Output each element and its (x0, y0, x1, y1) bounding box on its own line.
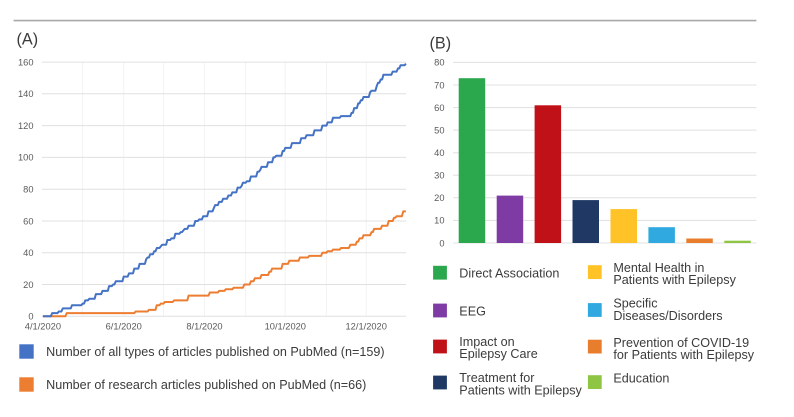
svg-text:Diseases/Disorders: Diseases/Disorders (613, 309, 722, 323)
svg-text:60: 60 (23, 216, 33, 226)
svg-text:120: 120 (18, 121, 34, 131)
svg-text:80: 80 (23, 185, 33, 195)
svg-text:160: 160 (18, 57, 34, 67)
svg-text:100: 100 (18, 153, 34, 163)
svg-text:20: 20 (434, 193, 444, 203)
svg-text:(B): (B) (430, 35, 452, 53)
svg-text:50: 50 (434, 125, 444, 135)
svg-text:Epilepsy Care: Epilepsy Care (459, 347, 537, 361)
svg-text:20: 20 (23, 280, 33, 290)
svg-text:40: 40 (23, 248, 33, 258)
svg-text:0: 0 (28, 312, 33, 322)
svg-text:Impact on: Impact on (459, 335, 514, 349)
svg-text:Number of research articles pu: Number of research articles published on… (46, 378, 366, 392)
svg-text:80: 80 (434, 58, 444, 68)
svg-text:6/1/2020: 6/1/2020 (106, 322, 142, 332)
svg-text:Treatment for: Treatment for (459, 371, 534, 385)
svg-text:Education: Education (613, 372, 669, 386)
svg-text:Prevention of COVID-19: Prevention of COVID-19 (613, 336, 749, 350)
svg-text:EEG: EEG (459, 305, 486, 319)
svg-text:Direct Association: Direct Association (459, 267, 559, 281)
svg-text:for Patients with Epilepsy: for Patients with Epilepsy (613, 348, 754, 362)
svg-text:40: 40 (434, 148, 444, 158)
svg-text:Number of all types of article: Number of all types of articles publishe… (46, 345, 384, 359)
svg-text:10: 10 (434, 216, 444, 226)
svg-text:Patients with Epilepsy: Patients with Epilepsy (613, 273, 736, 287)
svg-text:Mental Health in: Mental Health in (613, 261, 704, 275)
svg-text:70: 70 (434, 80, 444, 90)
svg-text:0: 0 (439, 238, 444, 248)
svg-text:140: 140 (18, 89, 34, 99)
svg-text:10/1/2020: 10/1/2020 (265, 322, 306, 332)
svg-text:60: 60 (434, 103, 444, 113)
svg-text:12/1/2020: 12/1/2020 (346, 322, 387, 332)
svg-text:(A): (A) (17, 31, 39, 49)
svg-text:Patients with Epilepsy: Patients with Epilepsy (459, 383, 582, 397)
svg-text:8/1/2020: 8/1/2020 (186, 322, 222, 332)
svg-text:4/1/2020: 4/1/2020 (25, 322, 61, 332)
svg-text:30: 30 (434, 171, 444, 181)
svg-text:Specific: Specific (613, 297, 657, 311)
